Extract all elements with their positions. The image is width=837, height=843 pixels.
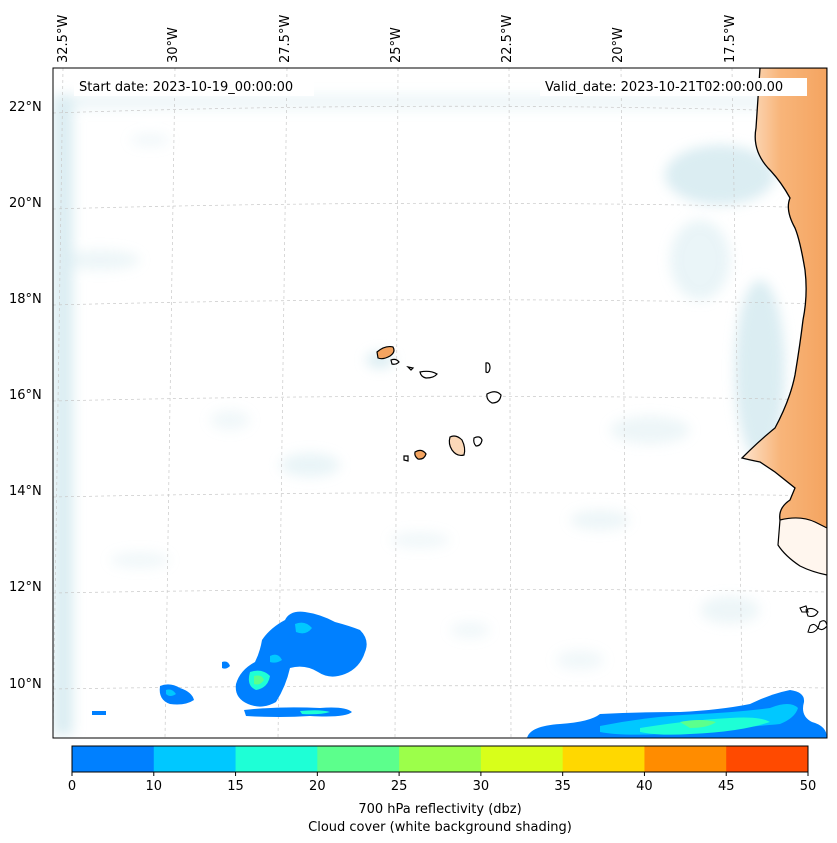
reflectivity-band-southeast <box>527 690 827 738</box>
colorbar-swatch <box>153 746 237 772</box>
lat-label: 16°N <box>9 388 42 403</box>
lat-label: 10°N <box>9 677 42 692</box>
lat-label: 18°N <box>9 292 42 307</box>
colorbar: 0 10 15 20 25 30 35 40 45 50 700 hPa reflectivity… <box>68 745 817 835</box>
colorbar-swatch <box>480 746 564 772</box>
lon-label: 30°W <box>166 27 181 63</box>
colorbar-tick-label: 10 <box>146 779 163 794</box>
colorbar-swatch <box>562 746 645 772</box>
cape-verde-islands <box>376 345 502 462</box>
longitude-labels: 32.5°W 30°W 27.5°W 25°W 22.5°W 20°W 17.5… <box>56 15 738 63</box>
map-frame <box>52 67 828 739</box>
lon-label: 22.5°W <box>500 15 515 63</box>
lat-label: 20°N <box>9 196 42 211</box>
colorbar-swatch <box>317 746 400 772</box>
lon-label: 25°W <box>389 27 404 63</box>
colorbar-swatch <box>726 746 809 772</box>
colorbar-tick-label: 45 <box>718 779 735 794</box>
reflectivity-cluster-southwest <box>92 611 367 717</box>
colorbar-label-line2: Cloud cover (white background shading) <box>308 820 572 835</box>
colorbar-tick-label: 35 <box>554 779 571 794</box>
colorbar-swatch <box>235 746 318 772</box>
colorbar-swatch <box>399 746 482 772</box>
start-date-label: Start date: 2023-10-19_00:00:00 <box>79 80 293 95</box>
lat-label: 12°N <box>9 580 42 595</box>
lon-label: 32.5°W <box>56 15 71 63</box>
info-box-valid <box>540 78 807 96</box>
colorbar-frame <box>71 745 809 773</box>
lon-label: 27.5°W <box>278 15 293 63</box>
colorbar-tick-label: 15 <box>227 779 244 794</box>
lon-label: 20°W <box>611 27 626 63</box>
colorbar-swatch <box>72 746 155 772</box>
lat-label: 22°N <box>9 100 42 115</box>
colorbar-tick-label: 0 <box>68 779 76 794</box>
colorbar-tick-label: 25 <box>391 779 408 794</box>
info-box-start <box>74 78 314 96</box>
lat-label: 14°N <box>9 484 42 499</box>
valid-date-label: Valid_date: 2023-10-21T02:00:00.00 <box>545 80 783 95</box>
gambia-coast-detail <box>777 517 827 576</box>
colorbar-tick-label: 50 <box>800 779 817 794</box>
latitude-labels: 22°N 20°N 18°N 16°N 14°N 12°N 10°N <box>9 100 42 692</box>
colorbar-swatch <box>644 746 727 772</box>
colorbar-tick-label: 30 <box>473 779 490 794</box>
colorbar-tick-label: 40 <box>636 779 653 794</box>
cloud-cover-shading <box>53 95 827 735</box>
colorbar-tick-label: 20 <box>309 779 326 794</box>
colorbar-label-line1: 700 hPa reflectivity (dbz) <box>358 802 521 817</box>
lon-label: 17.5°W <box>723 15 738 63</box>
